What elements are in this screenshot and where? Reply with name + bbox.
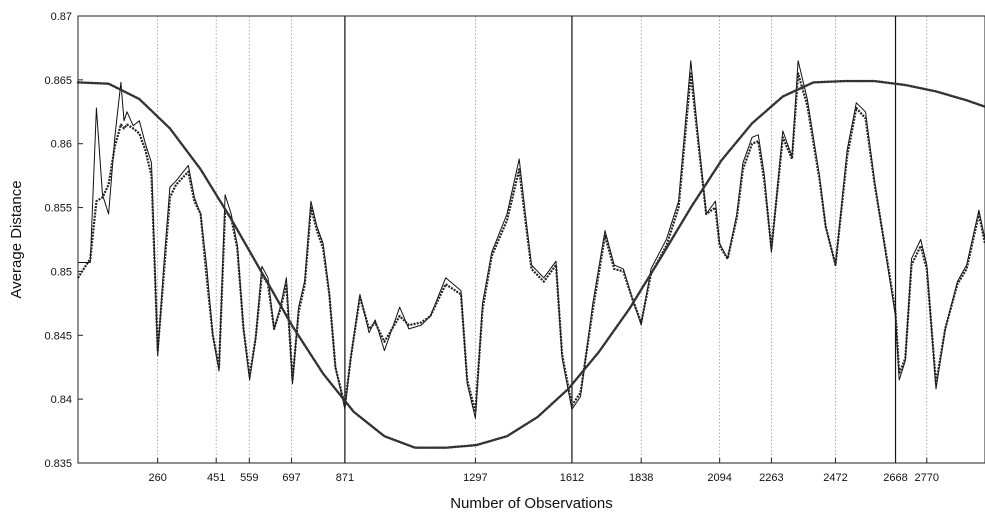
x-tick-label: 871 (336, 472, 354, 484)
y-axis-label: Average Distance (8, 180, 25, 298)
series-line-sine-dotted (76, 79, 985, 449)
x-tick-label: 559 (240, 472, 258, 484)
x-tick-label: 451 (207, 472, 225, 484)
x-axis-label: Number of Observations (450, 495, 613, 512)
y-tick-label: 0.865 (44, 75, 72, 87)
x-tick-label: 1297 (463, 472, 487, 484)
series-layer (76, 60, 985, 449)
x-tick-label: 2263 (759, 472, 783, 484)
x-tick-label: 2472 (823, 472, 847, 484)
y-tick-label: 0.86 (51, 139, 72, 151)
plot-frame (77, 15, 985, 464)
x-tick-label: 1612 (560, 472, 584, 484)
x-tick-label: 697 (282, 472, 300, 484)
x-tick-label: 2094 (707, 472, 731, 484)
y-tick-label: 0.855 (44, 203, 72, 215)
series-line-thin-solid (78, 60, 985, 419)
y-tick-label: 0.87 (51, 11, 72, 23)
x-tick-label: 260 (148, 472, 166, 484)
x-axis-ticks: 260 451 559 697 871 1297 1612 1838 2094 2263 2472 2… (148, 458, 939, 484)
x-tick-label: 2770 (915, 472, 939, 484)
x-tick-label: 2668 (883, 472, 907, 484)
y-axis-ticks: 0.835 0.84 0.845 0.85 0.855 0.86 0.865 0.87 (44, 11, 83, 470)
y-tick-label: 0.835 (44, 458, 72, 470)
y-tick-label: 0.84 (51, 394, 72, 406)
y-tick-label: 0.845 (44, 330, 72, 342)
y-tick-label: 0.85 (51, 266, 72, 278)
x-tick-label: 1838 (629, 472, 653, 484)
series-line-thick-dotted (77, 72, 985, 413)
